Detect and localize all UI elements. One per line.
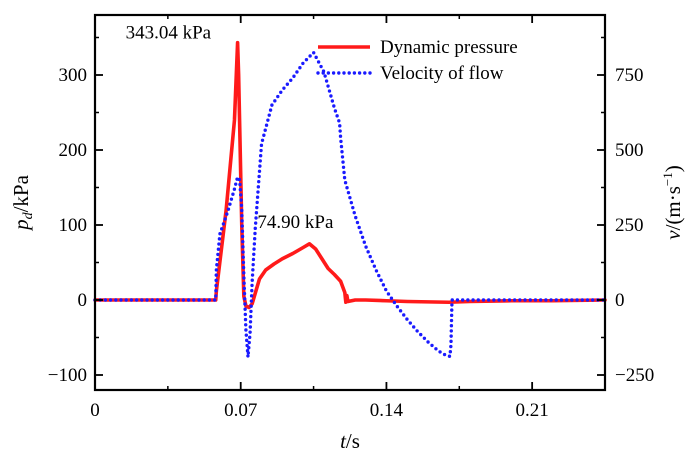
y-right-axis-unit-pre: /(m·s [661,186,685,230]
x-axis-title: t/s [340,429,360,453]
y-left-tick-label: 100 [59,215,88,236]
y-right-axis-unit-sup: −1 [660,172,675,186]
plot-area: 0 0.07 0.14 0.21−1000100200300−250025050075… [48,13,654,421]
x-tick-label: 0.07 [224,400,257,421]
y-left-tick-label: 300 [59,65,88,86]
series-layer [93,40,607,359]
y-right-axis-unit-post: ) [661,165,685,172]
y-right-axis-title: v/(m·s−1) [660,165,685,240]
annotations-layer: 343.04 kPa 74.90 kPa [126,23,334,233]
y-left-axis-subscript: d [21,211,36,219]
legend-label: Dynamic pressure [380,37,518,58]
y-right-axis-var: v [661,230,685,240]
y-right-tick-label: 0 [615,290,625,311]
y-left-tick-label: −100 [48,365,87,386]
y-right-tick-label: 500 [615,140,644,161]
legend: Dynamic pressure Velocity of flow [316,37,518,84]
ticks-layer [94,15,605,390]
legend-label: Velocity of flow [380,63,504,84]
y-left-tick-label: 200 [59,140,88,161]
y-left-axis-title: pd/kPa [9,174,36,232]
x-tick-label: 0 [90,400,100,421]
x-axis-var: t [340,429,347,453]
x-tick-label: 0.21 [516,400,549,421]
x-tick-label: 0.14 [370,400,404,421]
series-line-dynamic-pressure [93,40,607,310]
y-left-axis-var: p [9,219,33,232]
series-line-velocity-of-flow [93,50,607,359]
annotation-label: 343.04 kPa [126,23,212,44]
y-left-tick-label: 0 [78,290,88,311]
annotation-label: 74.90 kPa [257,212,334,233]
y-right-tick-label: −250 [615,365,654,386]
labels-layer: 0 0.07 0.14 0.21−1000100200300−250025050075… [48,65,654,421]
y-left-axis-unit: /kPa [9,174,33,212]
y-right-tick-label: 750 [615,65,644,86]
x-axis-unit: /s [346,429,360,453]
plot-frame [93,13,607,392]
y-right-tick-label: 250 [615,215,644,236]
